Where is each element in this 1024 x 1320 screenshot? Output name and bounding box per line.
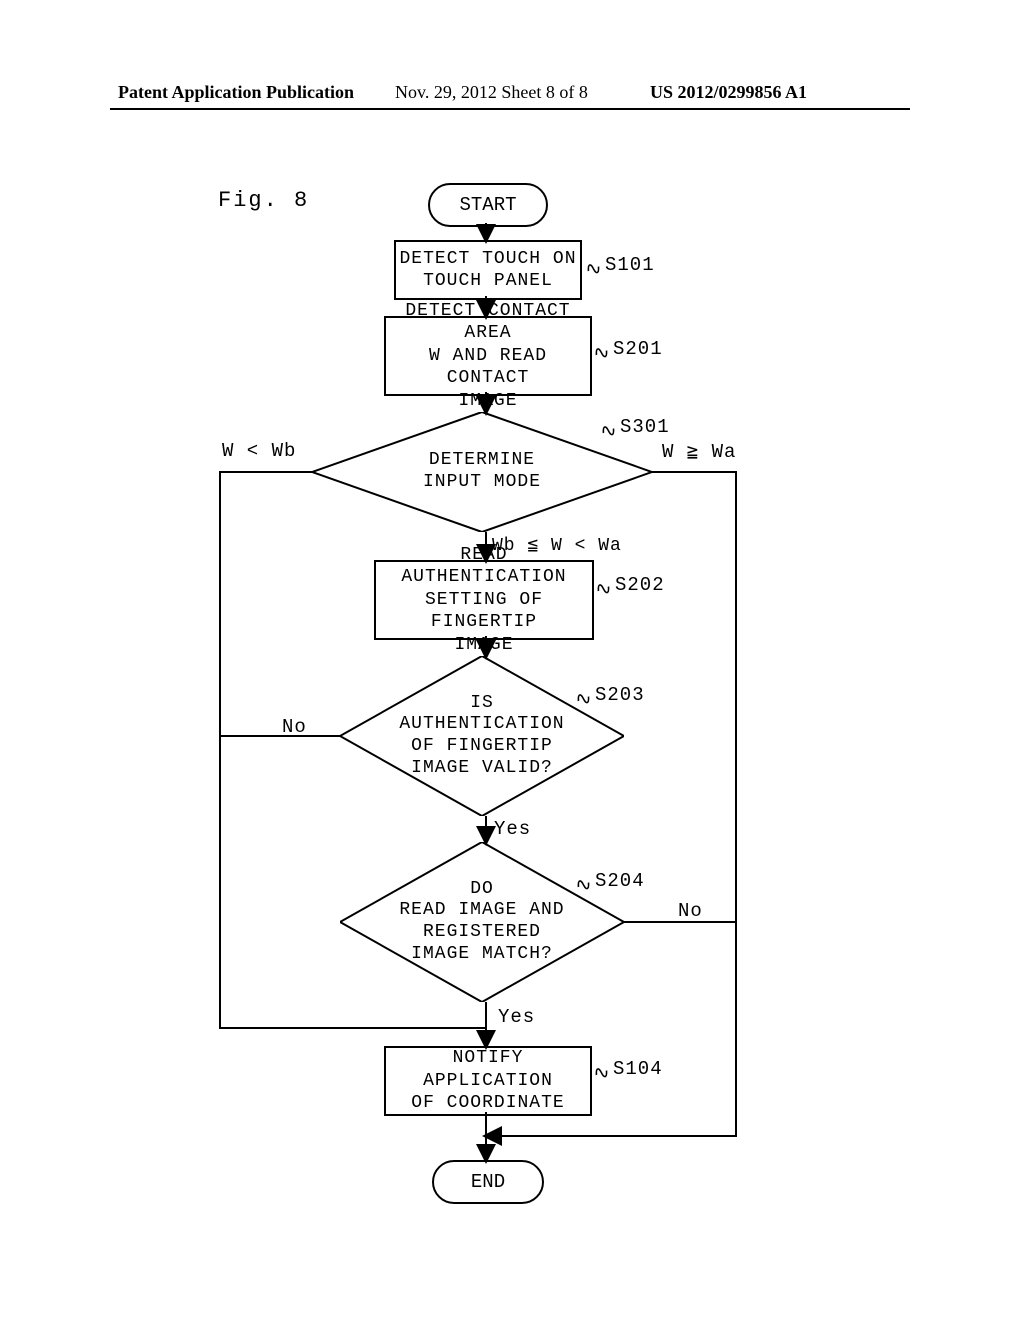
edge-label-s301-right: W ≧ Wa xyxy=(662,440,736,463)
process-s101: DETECT TOUCH ON TOUCH PANEL xyxy=(394,240,582,300)
decision-s203-text: IS AUTHENTICATION OF FINGERTIP IMAGE VAL… xyxy=(340,656,624,816)
end-label: END xyxy=(471,1171,505,1193)
tilde-icon: ∿ xyxy=(590,1058,613,1086)
tilde-icon: ∿ xyxy=(590,338,613,366)
step-label-s101: S101 xyxy=(605,254,655,276)
step-label-s301: S301 xyxy=(620,416,670,438)
process-s202: READ AUTHENTICATION SETTING OF FINGERTIP… xyxy=(374,560,594,640)
edge-label-s204-no: No xyxy=(678,900,703,922)
process-s201: DETECT CONTACT AREA W AND READ CONTACT I… xyxy=(384,316,592,396)
start-label: START xyxy=(459,194,516,216)
tilde-icon: ∿ xyxy=(592,574,615,602)
step-label-s204: S204 xyxy=(595,870,645,892)
decision-s204-text: DO READ IMAGE AND REGISTERED IMAGE MATCH… xyxy=(340,842,624,1002)
process-s202-text: READ AUTHENTICATION SETTING OF FINGERTIP… xyxy=(376,544,592,657)
edge-label-s204-yes: Yes xyxy=(498,1006,535,1028)
edge-label-s301-left: W < Wb xyxy=(222,440,296,462)
edge-label-s203-yes: Yes xyxy=(494,818,531,840)
step-label-s104: S104 xyxy=(613,1058,663,1080)
process-s104-text: NOTIFY APPLICATION OF COORDINATE xyxy=(386,1047,590,1115)
step-label-s201: S201 xyxy=(613,338,663,360)
step-label-s203: S203 xyxy=(595,684,645,706)
decision-s203: IS AUTHENTICATION OF FINGERTIP IMAGE VAL… xyxy=(340,656,624,816)
start-node: START xyxy=(428,183,548,227)
process-s101-text: DETECT TOUCH ON TOUCH PANEL xyxy=(399,248,576,293)
flowchart: START DETECT TOUCH ON TOUCH PANEL ∿ S101… xyxy=(0,0,1024,1320)
step-label-s202: S202 xyxy=(615,574,665,596)
end-node: END xyxy=(432,1160,544,1204)
process-s104: NOTIFY APPLICATION OF COORDINATE xyxy=(384,1046,592,1116)
process-s201-text: DETECT CONTACT AREA W AND READ CONTACT I… xyxy=(386,300,590,413)
tilde-icon: ∿ xyxy=(582,254,605,282)
decision-s204: DO READ IMAGE AND REGISTERED IMAGE MATCH… xyxy=(340,842,624,1002)
edge-label-s203-no: No xyxy=(282,716,307,738)
